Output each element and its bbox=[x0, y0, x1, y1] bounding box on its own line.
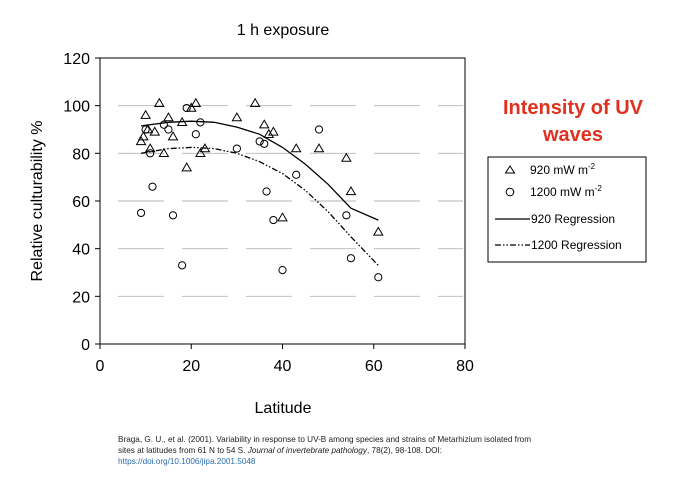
data-point-triangle bbox=[149, 126, 161, 136]
data-point-circle bbox=[314, 125, 324, 134]
data-point-circle bbox=[255, 137, 264, 146]
data-point-triangle bbox=[167, 131, 179, 141]
data-point-circle bbox=[342, 211, 351, 220]
x-tick-label: 20 bbox=[182, 358, 200, 375]
data-point-triangle bbox=[195, 147, 206, 158]
data-point-triangle bbox=[372, 226, 384, 236]
x-tick-label: 40 bbox=[274, 358, 292, 375]
data-point-circle bbox=[136, 208, 146, 218]
data-point-circle bbox=[191, 130, 200, 139]
legend-triangle-marker bbox=[504, 165, 516, 174]
x-tick-label: 60 bbox=[365, 358, 383, 375]
data-point-circle bbox=[232, 144, 241, 153]
data-point-triangle bbox=[153, 97, 165, 107]
y-tick-label: 20 bbox=[72, 289, 90, 306]
legend-label-920-regression: 920 Regression bbox=[531, 212, 615, 226]
chart-title: 1 h exposure bbox=[237, 22, 330, 39]
legend-label-1200: 1200 mW m-2 bbox=[530, 184, 602, 199]
data-point-triangle bbox=[258, 119, 270, 129]
data-point-circle bbox=[146, 149, 155, 158]
legend-label-920: 920 mW m-2 bbox=[530, 162, 596, 177]
data-point-triangle bbox=[249, 97, 261, 107]
y-tick-label: 0 bbox=[81, 337, 90, 354]
data-point-triangle bbox=[163, 112, 174, 122]
plot-area: 0 20 40 60 80 100 120 0 20 40 60 80 bbox=[63, 51, 474, 375]
uv-intensity-annotation: Intensity of UV waves bbox=[488, 95, 658, 149]
y-tick-label: 100 bbox=[63, 99, 90, 116]
data-point-triangle bbox=[158, 147, 170, 158]
citation-tail: , 78(2), 98-108. DOI: bbox=[366, 446, 443, 455]
legend-label-1200-sup: -2 bbox=[595, 184, 603, 193]
gridlines bbox=[118, 105, 463, 297]
data-point-triangle bbox=[176, 116, 188, 127]
data-point-triangle bbox=[199, 143, 211, 153]
data-point-triangle bbox=[140, 109, 151, 119]
data-point-triangle bbox=[345, 185, 357, 196]
x-axis-ticks: 0 20 40 60 80 bbox=[96, 344, 474, 375]
data-point-triangle bbox=[268, 126, 279, 136]
x-tick-label: 0 bbox=[96, 358, 105, 375]
x-tick-label: 80 bbox=[456, 358, 474, 375]
data-point-circle bbox=[292, 170, 301, 179]
data-point-triangle bbox=[190, 97, 202, 107]
data-point-triangle bbox=[313, 143, 325, 153]
legend-label-920-sup: -2 bbox=[588, 162, 596, 171]
y-tick-label: 120 bbox=[63, 51, 90, 68]
data-point-circle bbox=[196, 118, 205, 127]
legend-circle-marker bbox=[505, 187, 515, 197]
data-point-circle bbox=[178, 261, 187, 270]
y-axis-ticks: 0 20 40 60 80 100 120 bbox=[63, 51, 100, 354]
citation-journal: Journal of invertebrate pathology bbox=[247, 446, 367, 455]
data-point-triangle bbox=[137, 131, 149, 141]
data-point-circle bbox=[278, 266, 287, 275]
data-points bbox=[135, 97, 384, 282]
uv-annotation-line2: waves bbox=[542, 124, 604, 146]
data-point-triangle bbox=[135, 135, 147, 146]
data-point-triangle bbox=[185, 102, 197, 112]
citation: Braga, G. U., et al. (2001). Variability… bbox=[118, 434, 538, 467]
legend-label-1200-text: 1200 mW m bbox=[530, 185, 595, 199]
data-point-circle bbox=[262, 187, 271, 196]
data-point-circle bbox=[159, 120, 168, 129]
citation-doi-link[interactable]: https://doi.org/10.1006/jipa.2001.5048 bbox=[118, 457, 256, 466]
data-point-circle bbox=[260, 139, 269, 148]
data-point-triangle bbox=[263, 128, 275, 138]
regression-line-1200 bbox=[140, 146, 379, 266]
regression-line-920 bbox=[141, 120, 379, 221]
y-tick-label: 80 bbox=[72, 146, 90, 163]
data-point-triangle bbox=[181, 162, 193, 172]
regression-lines bbox=[140, 120, 379, 266]
data-point-circle bbox=[346, 254, 356, 263]
data-point-circle bbox=[182, 103, 191, 113]
citation-text: Braga, G. U., et al. (2001). Variability… bbox=[118, 435, 532, 455]
uv-annotation-line1: Intensity of UV bbox=[502, 97, 643, 119]
data-point-circle bbox=[269, 215, 278, 225]
legend-label-920-text: 920 mW m bbox=[530, 163, 588, 177]
data-point-triangle bbox=[290, 143, 302, 153]
y-tick-label: 60 bbox=[72, 194, 90, 211]
data-point-triangle bbox=[231, 112, 243, 122]
data-point-circle bbox=[374, 273, 383, 282]
data-point-triangle bbox=[341, 152, 352, 162]
data-point-circle bbox=[148, 182, 157, 191]
legend-label-1200-regression: 1200 Regression bbox=[531, 238, 622, 252]
data-point-circle bbox=[168, 211, 178, 220]
data-point-circle bbox=[164, 125, 173, 134]
y-axis-label: Relative culturability % bbox=[29, 121, 46, 282]
data-point-triangle bbox=[144, 143, 156, 153]
legend: 920 mW m-2 1200 mW m-2 920 Regression 12… bbox=[487, 156, 647, 263]
y-tick-label: 40 bbox=[72, 242, 90, 259]
data-point-circle bbox=[141, 125, 150, 134]
data-point-triangle bbox=[277, 212, 288, 222]
x-axis-label: Latitude bbox=[255, 400, 312, 417]
